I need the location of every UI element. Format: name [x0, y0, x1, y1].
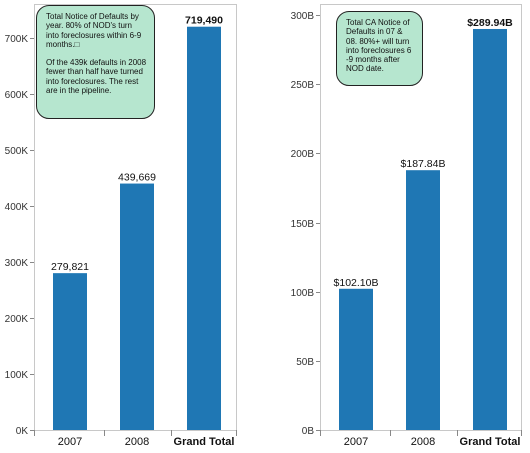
x-tick-label: Grand Total [174, 436, 235, 448]
data-label: $289.94B [467, 17, 513, 29]
bar-2008 [406, 170, 440, 431]
y-tick-label: 0B [302, 426, 315, 437]
data-label: $187.84B [401, 158, 446, 170]
y-tick-label: 100B [291, 288, 315, 299]
plot-frame [320, 4, 522, 431]
x-tick-label: 2007 [344, 436, 368, 448]
bar-2007 [53, 273, 87, 430]
bar-2007 [339, 288, 373, 430]
annotation-nod-value: Total CA Notice of Defaults in 07 & 08. … [336, 11, 423, 86]
y-tick-label: 700K [5, 34, 29, 45]
data-label: 719,490 [185, 15, 223, 27]
annotation-nod-value-text-1: Total CA Notice of Defaults in 07 & 08. … [346, 18, 412, 74]
y-tick-label: 300B [291, 11, 315, 22]
data-label: 439,669 [118, 172, 156, 184]
plot-frame [34, 4, 237, 431]
data-label: $102.10B [334, 277, 379, 289]
bar-grand-total [473, 28, 507, 430]
y-tick-label: 250B [291, 80, 315, 91]
x-tick-label: 2007 [58, 436, 82, 448]
x-tick-label: Grand Total [460, 436, 521, 448]
nod-value-chart: 0B 50B 100B 150B 200B 250B 300B $102.10B 2007 $18… [291, 4, 522, 448]
y-tick-label: 50B [296, 357, 314, 368]
x-tick-label: 2008 [411, 436, 435, 448]
y-tick-label: 150B [291, 219, 315, 230]
y-tick-label: 600K [5, 90, 29, 101]
nod-count-chart: 0K 100K 200K 300K 400K 500K 600K 700K 279,821 200… [5, 4, 237, 448]
annotation-nod-count: Total Notice of Defaults by year. 80% of… [36, 5, 155, 119]
y-tick-label: 200B [291, 149, 315, 160]
bar-grand-total [187, 26, 221, 431]
annotation-nod-count-text-2: Of the 439k defaults in 2008 fewer than … [46, 58, 147, 96]
y-tick-label: 400K [5, 202, 29, 213]
y-tick-label: 300K [5, 258, 29, 269]
data-label: 279,821 [51, 261, 89, 273]
annotation-nod-count-text-1: Total Notice of Defaults by year. 80% of… [46, 12, 142, 49]
y-tick-label: 0K [16, 426, 29, 437]
y-tick-label: 100K [5, 370, 29, 381]
y-tick-label: 500K [5, 146, 29, 157]
y-tick-label: 200K [5, 314, 29, 325]
bar-2008 [120, 183, 154, 430]
x-tick-label: 2008 [125, 436, 149, 448]
